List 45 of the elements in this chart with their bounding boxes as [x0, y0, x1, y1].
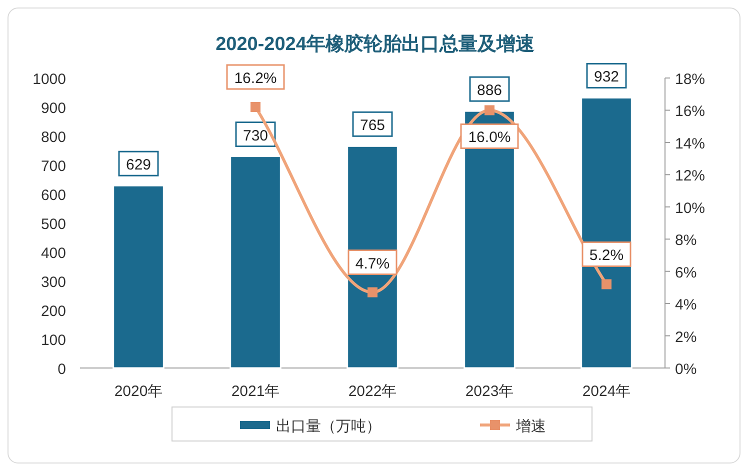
y-tick-label: 800 — [40, 129, 66, 146]
point — [602, 279, 612, 290]
y-tick-label: 1000 — [32, 71, 66, 88]
bar — [112, 184, 164, 369]
y2-tick-label: 2% — [675, 328, 697, 346]
y-tick-label: 700 — [40, 158, 66, 175]
bar — [580, 96, 632, 369]
data-label: 886 — [476, 82, 502, 100]
y2-tick-label: 4% — [675, 296, 697, 314]
y2-tick-label: 14% — [675, 135, 706, 152]
data-label: 16.0% — [468, 129, 511, 146]
data-label: 4.7% — [355, 255, 390, 272]
y2-tick-label: 6% — [675, 264, 697, 282]
x-tick-label: 2023年 — [465, 383, 514, 400]
x-tick-label: 2024年 — [582, 383, 631, 400]
y2-tick-label: 0% — [675, 361, 697, 378]
x-tick-label: 2021年 — [231, 383, 280, 400]
y2-tick-label: 8% — [675, 232, 697, 250]
bar — [230, 156, 282, 369]
y-tick-label: 400 — [40, 245, 66, 262]
y-tick-label: 500 — [40, 216, 66, 233]
legend-label: 增速 — [515, 418, 546, 435]
y-tick-label: 300 — [40, 274, 66, 291]
y-tick-label: 900 — [40, 100, 66, 117]
data-label: 932 — [594, 68, 620, 86]
y-tick-label: 0 — [58, 361, 66, 378]
y-tick-label: 200 — [40, 303, 66, 320]
point — [368, 287, 378, 298]
y-tick-label: 600 — [40, 187, 66, 204]
chart-title: 2020-2024年橡胶轮胎出口总量及增速 — [216, 33, 534, 55]
data-label: 629 — [126, 156, 152, 174]
y2-tick-label: 18% — [675, 71, 706, 88]
y2-tick-label: 10% — [675, 200, 706, 217]
data-label: 5.2% — [589, 247, 624, 264]
point — [484, 105, 494, 116]
y-tick-label: 100 — [40, 332, 66, 349]
point — [250, 102, 260, 112]
x-tick-label: 2020年 — [114, 383, 163, 400]
legend-label: 出口量（万吨） — [276, 418, 381, 435]
data-label: 16.2% — [234, 70, 277, 87]
x-tick-label: 2022年 — [348, 383, 397, 400]
y2-tick-label: 16% — [675, 103, 706, 120]
y2-tick-label: 12% — [675, 168, 706, 185]
data-label: 730 — [242, 127, 268, 144]
data-label: 765 — [360, 117, 386, 134]
